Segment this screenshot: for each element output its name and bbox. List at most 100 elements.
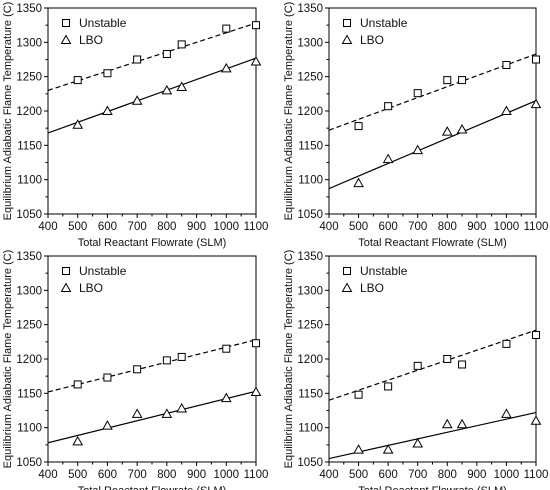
legend-marker-square — [343, 267, 351, 275]
y-tick-label: 1250 — [16, 320, 42, 332]
legend-marker-triangle — [60, 282, 72, 292]
data-point-lbo — [382, 153, 394, 164]
x-tick-label: 800 — [157, 469, 176, 481]
legend-label-lbo: LBO — [360, 33, 384, 47]
x-tick-label: 1000 — [213, 221, 239, 233]
x-tick-label: 400 — [319, 221, 338, 233]
data-point-lbo — [220, 392, 232, 403]
y-tick-label: 1100 — [298, 175, 323, 187]
y-axis-title: Equilibrium Adiabatic Flame Temperature … — [283, 2, 295, 221]
x-tick-label: 600 — [379, 221, 398, 233]
data-point-unstable — [413, 361, 422, 370]
data-point-unstable — [177, 40, 186, 49]
y-tick-label: 1050 — [16, 209, 42, 221]
plot-frame — [328, 7, 537, 215]
y-tick-label: 1350 — [16, 251, 42, 263]
series-unstable — [48, 21, 260, 91]
y-tick-label: 1150 — [17, 140, 42, 152]
y-tick-label: 1050 — [16, 457, 42, 469]
x-tick-label: 1100 — [524, 469, 549, 481]
data-point-lbo — [441, 126, 453, 136]
y-tick-label: 1200 — [297, 354, 323, 366]
chart-panel-1: 400 500 600 700 800 900 1000 1100 1050 1100 1150 12… — [2, 2, 268, 249]
legend-marker-triangle — [341, 282, 353, 292]
y-tick-label: 1150 — [298, 388, 323, 400]
y-tick-label: 1150 — [17, 388, 42, 400]
data-point-unstable — [252, 339, 260, 348]
x-tick-label: 800 — [438, 469, 457, 481]
x-tick-label: 500 — [68, 469, 87, 481]
x-tick-label: 400 — [319, 469, 338, 481]
x-tick-label: 500 — [349, 221, 368, 233]
data-point-unstable — [103, 69, 112, 78]
y-tick-label: 1050 — [297, 209, 323, 221]
fit-line-unstable — [329, 329, 536, 401]
legend-marker-square — [62, 267, 70, 275]
y-tick-label: 1200 — [297, 106, 323, 118]
data-point-lbo — [161, 84, 173, 95]
data-point-lbo — [353, 444, 364, 454]
data-point-unstable — [384, 382, 393, 391]
legend-marker-square — [62, 19, 70, 27]
data-point-lbo — [250, 56, 262, 66]
data-point-unstable — [222, 24, 231, 33]
x-axis-title: Total Reactant Flowrate (SLM) — [358, 485, 507, 490]
legend-label-lbo: LBO — [79, 281, 103, 295]
data-point-unstable — [73, 380, 82, 389]
data-point-lbo — [220, 62, 232, 73]
data-point-unstable — [532, 55, 540, 64]
fit-line-unstable — [329, 53, 536, 131]
data-point-lbo — [250, 386, 262, 396]
data-point-unstable — [443, 355, 452, 363]
y-tick-label: 1350 — [297, 251, 323, 263]
data-point-lbo — [501, 408, 512, 418]
y-tick-label: 1350 — [297, 3, 323, 15]
fit-line-lbo — [329, 100, 536, 190]
series-unstable — [329, 53, 540, 131]
data-point-unstable — [458, 76, 467, 85]
data-point-unstable — [177, 352, 186, 361]
fit-line-lbo — [329, 411, 536, 460]
series-lbo — [48, 56, 262, 134]
data-point-lbo — [102, 420, 113, 430]
data-point-unstable — [443, 76, 452, 85]
x-tick-label: 1000 — [213, 469, 239, 481]
data-point-lbo — [161, 408, 173, 418]
legend-label-unstable: Unstable — [360, 264, 408, 278]
x-tick-label: 600 — [379, 469, 398, 481]
data-point-unstable — [502, 60, 511, 69]
y-tick-label: 1250 — [297, 72, 323, 84]
y-tick-label: 1100 — [17, 175, 42, 187]
x-tick-label: 900 — [187, 221, 206, 233]
plot-frame — [328, 255, 537, 463]
legend: Unstable LBO — [341, 264, 408, 295]
x-tick-label: 1100 — [244, 221, 269, 233]
data-point-unstable — [502, 339, 511, 348]
x-tick-label: 400 — [38, 469, 57, 481]
x-tick-label: 800 — [438, 221, 457, 233]
x-tick-label: 900 — [187, 469, 206, 481]
data-point-unstable — [354, 122, 363, 131]
data-point-unstable — [458, 360, 467, 369]
fit-line-lbo — [48, 390, 256, 444]
x-tick-label: 700 — [128, 221, 147, 233]
y-tick-label: 1250 — [297, 320, 323, 332]
legend-marker-triangle — [60, 34, 72, 44]
data-point-unstable — [73, 76, 82, 85]
x-tick-label: 700 — [408, 469, 427, 481]
data-point-lbo — [530, 415, 542, 425]
plot-frame — [47, 7, 257, 215]
data-point-lbo — [382, 444, 394, 454]
data-point-unstable — [222, 344, 231, 353]
data-point-lbo — [441, 418, 453, 429]
legend-marker-square — [343, 19, 351, 27]
data-point-lbo — [412, 437, 424, 448]
data-point-unstable — [162, 356, 171, 365]
series-unstable — [48, 339, 260, 393]
data-point-lbo — [412, 144, 424, 155]
legend-label-unstable: Unstable — [79, 264, 127, 278]
chart-panel-4: 400 500 600 700 800 900 1000 1100 1050 1100 1150 12… — [283, 250, 548, 490]
x-tick-label: 600 — [98, 221, 117, 233]
y-tick-label: 1300 — [16, 37, 42, 49]
